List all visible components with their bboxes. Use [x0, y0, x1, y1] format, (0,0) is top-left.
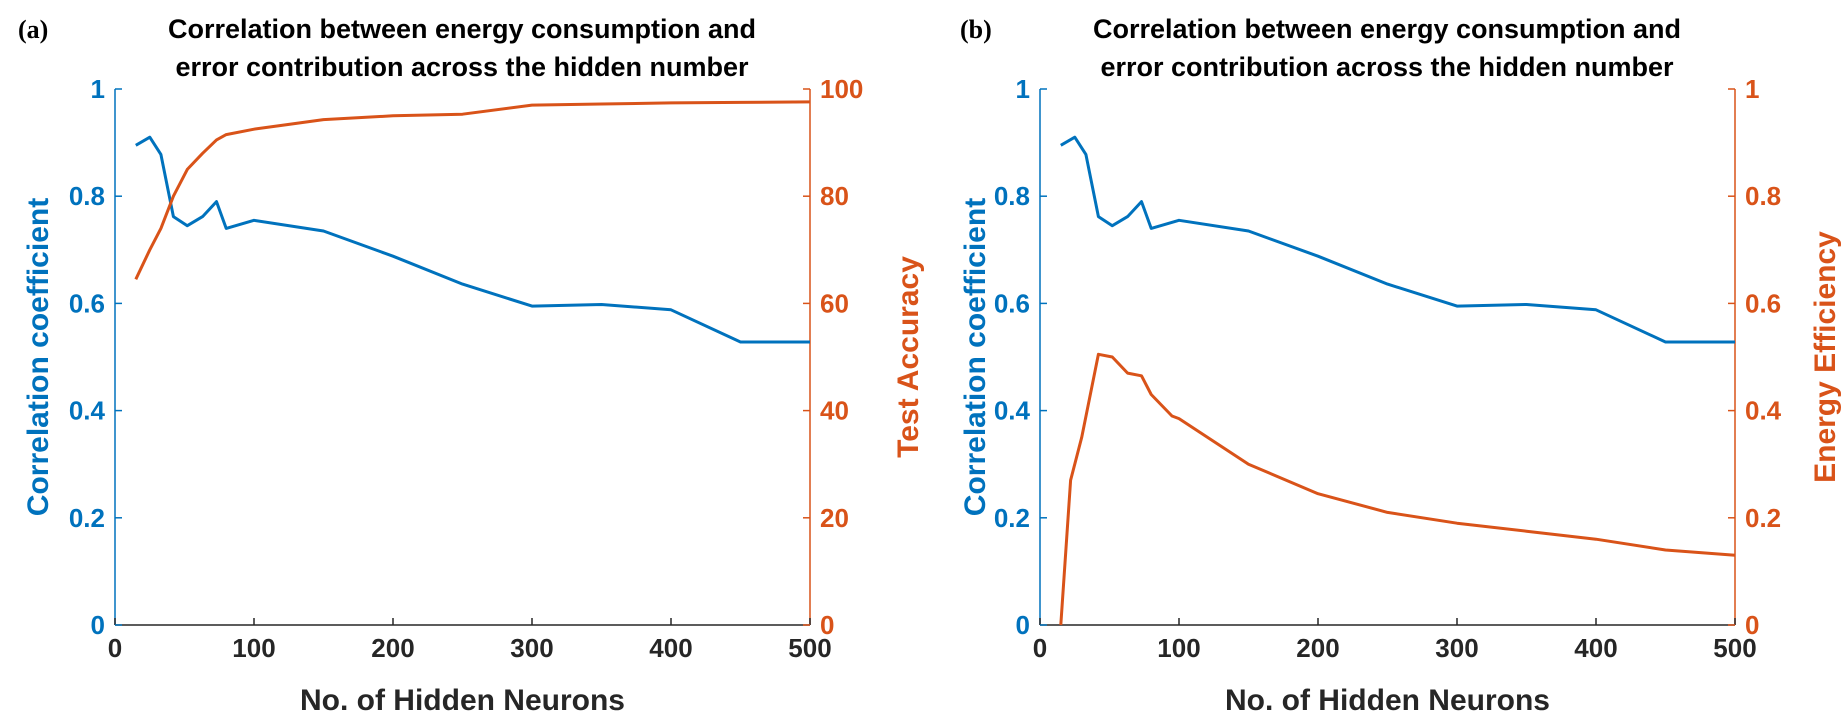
right-axis-series-line	[134, 100, 811, 280]
y-right-tick-label: 40	[820, 396, 849, 426]
x-tick-label: 500	[1713, 633, 1756, 663]
x-tick-label: 100	[1157, 633, 1200, 663]
y-left-tick-label: 0	[1016, 610, 1030, 640]
chart-title-line: error contribution across the hidden num…	[175, 52, 749, 82]
y-left-tick-label: 0.4	[994, 396, 1031, 426]
chart-panel-a: (a) Correlation between energy consumptio…	[18, 14, 925, 717]
chart-title-line: Correlation between energy consumption a…	[1093, 14, 1681, 44]
y-axis-right-label: Energy Efficiency	[1809, 231, 1842, 483]
y-right-tick-label: 0.6	[1745, 288, 1781, 318]
y-right-tick-label: 80	[820, 181, 849, 211]
x-tick-label: 400	[649, 633, 692, 663]
y-axis-left-label: Correlation coefficient	[959, 198, 992, 516]
y-right-tick-label: 0.8	[1745, 181, 1781, 211]
correlation-series-line	[135, 135, 810, 344]
x-tick-label: 400	[1574, 633, 1617, 663]
y-left-tick-label: 0.2	[994, 503, 1030, 533]
y-right-tick-label: 0.4	[1745, 396, 1782, 426]
chart-title-line: Correlation between energy consumption a…	[168, 14, 756, 44]
y-left-tick-label: 0.8	[69, 181, 105, 211]
x-tick-label: 100	[232, 633, 275, 663]
y-left-tick-label: 0	[91, 610, 105, 640]
y-right-tick-label: 0	[820, 610, 834, 640]
y-left-tick-label: 0.6	[994, 288, 1030, 318]
y-right-tick-label: 100	[820, 74, 863, 104]
x-tick-label: 0	[108, 633, 122, 663]
y-axis-right-label: Test Accuracy	[892, 256, 925, 458]
y-right-tick-label: 20	[820, 503, 849, 533]
chart-panel-b: (b) Correlation between energy consumptio…	[959, 14, 1842, 717]
panel-label: (b)	[960, 15, 992, 44]
y-left-tick-label: 0.8	[994, 181, 1030, 211]
x-tick-label: 300	[510, 633, 553, 663]
y-left-tick-label: 0.2	[69, 503, 105, 533]
x-axis-label: No. of Hidden Neurons	[300, 684, 625, 717]
x-tick-label: 200	[371, 633, 414, 663]
y-axis-left-label: Correlation coefficient	[22, 198, 55, 516]
y-right-tick-label: 60	[820, 288, 849, 318]
y-left-tick-label: 0.6	[69, 288, 105, 318]
y-left-tick-label: 0.4	[69, 396, 106, 426]
y-left-tick-label: 1	[1016, 74, 1030, 104]
x-tick-label: 300	[1435, 633, 1478, 663]
x-tick-label: 0	[1033, 633, 1047, 663]
x-axis-label: No. of Hidden Neurons	[1225, 684, 1550, 717]
panel-label: (a)	[18, 15, 48, 44]
y-right-tick-label: 0.2	[1745, 503, 1781, 533]
chart-title-line: error contribution across the hidden num…	[1100, 52, 1674, 82]
x-tick-label: 200	[1296, 633, 1339, 663]
x-tick-label: 500	[788, 633, 831, 663]
right-axis-series-line	[1059, 352, 1736, 626]
y-left-tick-label: 1	[91, 74, 105, 104]
y-right-tick-label: 1	[1745, 74, 1759, 104]
y-right-tick-label: 0	[1745, 610, 1759, 640]
correlation-series-line	[1060, 135, 1735, 344]
